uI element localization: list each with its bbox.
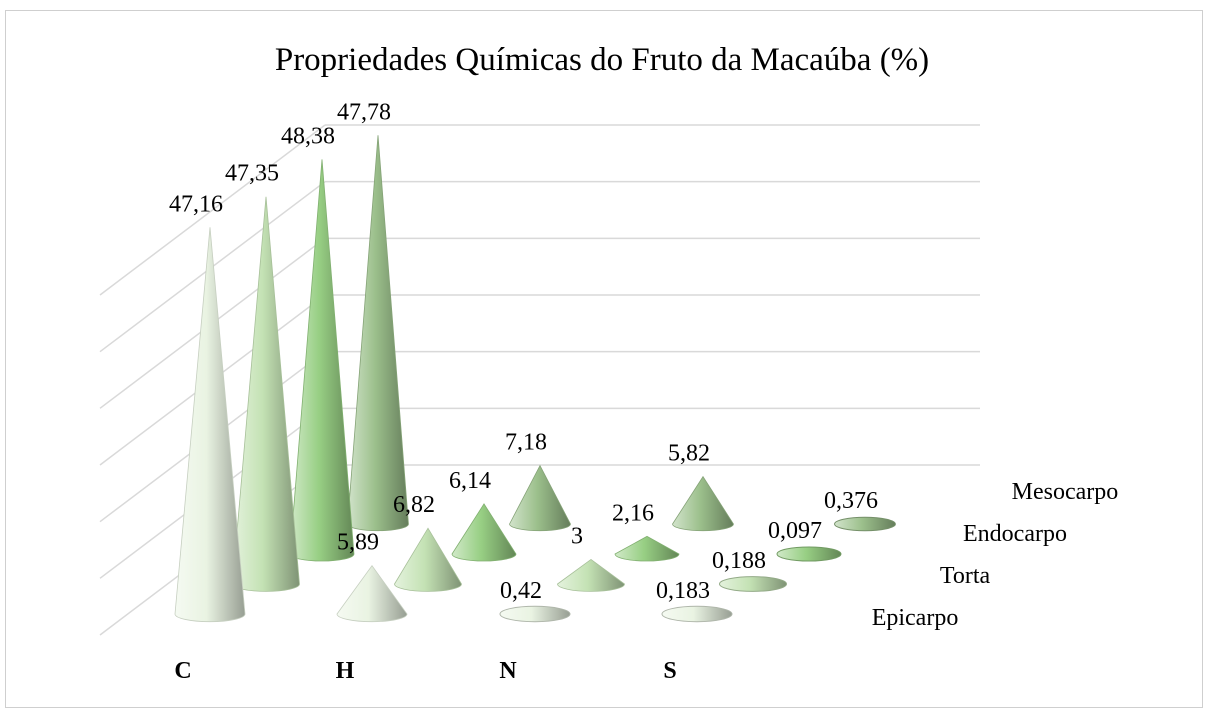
series-label: Epicarpo: [872, 605, 959, 631]
cone-h-mesocarpo: [509, 464, 571, 532]
data-labels: 47,78 7,18 5,82 0,376 48,38 6,14 2,16 0,097 47,3…: [169, 99, 878, 604]
category-label: S: [663, 658, 676, 684]
cone-c-epicarpo: [174, 227, 246, 623]
cone-c-endocarpo: [289, 159, 355, 562]
data-label: 5,82: [668, 441, 710, 467]
data-label: 0,42: [500, 578, 542, 604]
data-label: 6,82: [393, 492, 435, 518]
cone-h-endocarpo: [451, 503, 517, 562]
data-label: 2,16: [612, 500, 654, 526]
data-label: 7,18: [505, 430, 547, 456]
data-label: 6,14: [449, 468, 491, 494]
series-label: Endocarpo: [963, 521, 1067, 547]
category-label: H: [336, 658, 355, 684]
cone-h-torta: [394, 527, 462, 592]
data-label: 0,183: [656, 578, 710, 604]
series-label: Torta: [940, 563, 991, 589]
series-axis: Epicarpo Torta Endocarpo Mesocarpo: [872, 479, 1119, 631]
cone-s-epicarpo: [661, 605, 733, 623]
data-label: 47,78: [337, 99, 391, 125]
cone-s-torta: [719, 576, 787, 592]
category-label: N: [499, 658, 517, 684]
cone-n-endocarpo: [614, 535, 680, 562]
data-label: 0,188: [712, 548, 766, 574]
gridline-side: [99, 124, 326, 296]
cone-n-epicarpo: [499, 605, 571, 623]
data-label: 5,89: [337, 530, 379, 556]
cone-s-mesocarpo: [834, 516, 896, 532]
cone-n-torta: [557, 558, 625, 592]
series-label: Mesocarpo: [1012, 479, 1119, 505]
data-label: 47,16: [169, 191, 223, 217]
cone-s-endocarpo: [776, 546, 842, 562]
cone-c-torta: [232, 196, 300, 592]
cones: [174, 135, 896, 623]
category-label: C: [174, 658, 191, 684]
cone-h-epicarpo: [336, 565, 408, 623]
data-label: 47,35: [225, 161, 279, 187]
cone-n-mesocarpo: [672, 475, 734, 532]
chart-title: Propriedades Químicas do Fruto da Macaúb…: [275, 42, 929, 78]
data-label: 0,376: [824, 488, 878, 514]
cone-c-mesocarpo: [347, 135, 409, 532]
data-label: 3: [571, 523, 583, 549]
data-label: 0,097: [768, 518, 822, 544]
data-label: 48,38: [281, 123, 335, 149]
